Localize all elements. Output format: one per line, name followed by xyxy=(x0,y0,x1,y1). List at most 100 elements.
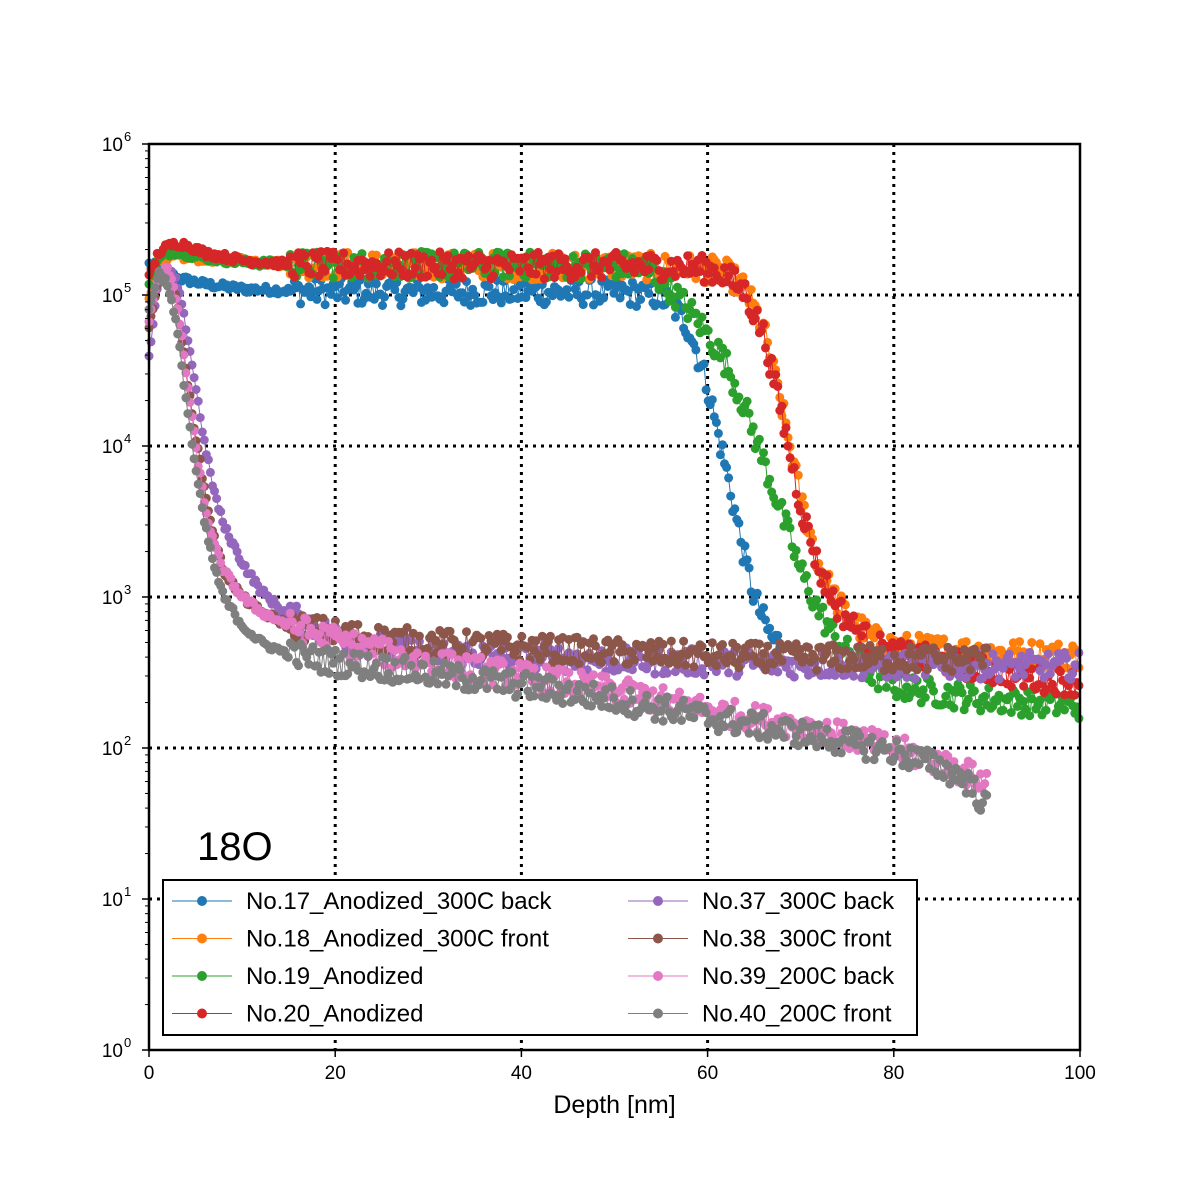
legend-marker xyxy=(653,896,663,906)
data-point xyxy=(382,257,392,267)
data-point xyxy=(742,555,752,565)
data-point xyxy=(195,489,205,499)
data-point xyxy=(482,684,492,694)
data-point xyxy=(187,439,197,449)
data-point xyxy=(535,655,545,665)
data-point xyxy=(623,287,633,296)
data-point xyxy=(711,661,721,671)
x-tick-label: 40 xyxy=(511,1063,532,1084)
data-point xyxy=(830,670,840,680)
data-point xyxy=(718,640,727,649)
chart-annotation: 18O xyxy=(197,825,273,869)
data-point xyxy=(607,682,617,692)
data-point xyxy=(779,732,789,742)
data-point xyxy=(548,291,557,301)
data-point xyxy=(650,714,660,724)
data-point xyxy=(838,718,848,728)
data-point xyxy=(822,724,832,734)
data-point xyxy=(1027,638,1037,647)
data-point xyxy=(378,301,387,310)
data-point xyxy=(513,689,523,699)
data-point xyxy=(691,345,701,355)
data-point xyxy=(869,755,879,765)
data-point xyxy=(533,247,543,257)
data-point xyxy=(947,667,957,676)
data-point xyxy=(445,626,455,636)
data-point xyxy=(210,486,219,496)
data-point xyxy=(902,630,912,640)
data-point xyxy=(332,293,342,303)
data-point xyxy=(724,473,734,483)
data-point xyxy=(1019,696,1029,706)
data-point xyxy=(976,706,986,716)
y-tick-exponent: 5 xyxy=(124,280,131,295)
data-point xyxy=(715,450,725,460)
data-point xyxy=(707,638,717,648)
data-point xyxy=(568,251,578,261)
data-point xyxy=(529,663,539,673)
data-point xyxy=(423,271,433,281)
data-point xyxy=(312,294,322,304)
data-point xyxy=(384,668,394,678)
data-point xyxy=(193,396,203,406)
data-point xyxy=(857,642,867,652)
data-point xyxy=(380,292,389,302)
data-point xyxy=(531,269,541,279)
data-point xyxy=(578,300,588,310)
data-point xyxy=(929,686,938,696)
data-point xyxy=(150,258,160,268)
data-point xyxy=(703,326,713,335)
data-point xyxy=(390,657,400,667)
data-point xyxy=(761,615,770,625)
data-point xyxy=(832,614,842,623)
legend-marker xyxy=(653,933,663,944)
data-point xyxy=(621,700,631,710)
data-point xyxy=(189,373,199,383)
data-point xyxy=(701,708,711,718)
data-point xyxy=(584,253,594,263)
legend-label: No.18_Anodized_300C front xyxy=(246,926,549,953)
data-point xyxy=(699,670,709,680)
data-point xyxy=(892,672,902,682)
legend-item: No.37_300C back xyxy=(628,888,895,915)
data-point xyxy=(777,656,787,666)
data-point xyxy=(609,657,619,666)
data-point xyxy=(193,479,203,489)
data-point xyxy=(517,678,527,688)
data-point xyxy=(537,631,547,641)
data-point xyxy=(711,418,721,427)
data-point xyxy=(308,642,318,652)
data-point xyxy=(562,285,572,295)
data-point xyxy=(574,659,584,669)
data-point xyxy=(171,314,181,324)
data-point xyxy=(783,441,793,451)
data-point xyxy=(687,297,697,307)
data-point xyxy=(599,693,609,703)
data-point xyxy=(734,663,744,673)
data-point xyxy=(679,636,689,646)
x-tick-label: 0 xyxy=(144,1063,155,1084)
data-point xyxy=(636,295,646,304)
data-point xyxy=(742,716,752,726)
data-point xyxy=(218,586,228,596)
data-point xyxy=(873,684,883,694)
data-point xyxy=(320,266,330,276)
data-point xyxy=(564,679,574,689)
data-point xyxy=(1035,639,1045,649)
data-point xyxy=(1012,701,1022,711)
data-point xyxy=(300,250,310,260)
data-point xyxy=(384,636,394,646)
data-point xyxy=(507,667,516,677)
data-point xyxy=(754,434,764,444)
data-point xyxy=(662,668,672,678)
data-point xyxy=(169,307,179,317)
data-point xyxy=(920,693,930,702)
data-point xyxy=(181,368,191,378)
data-point xyxy=(353,620,363,629)
data-point xyxy=(822,717,832,727)
data-point xyxy=(812,546,822,556)
data-point xyxy=(740,279,750,289)
data-point xyxy=(773,667,783,677)
data-point xyxy=(795,724,805,734)
data-point xyxy=(765,474,775,484)
